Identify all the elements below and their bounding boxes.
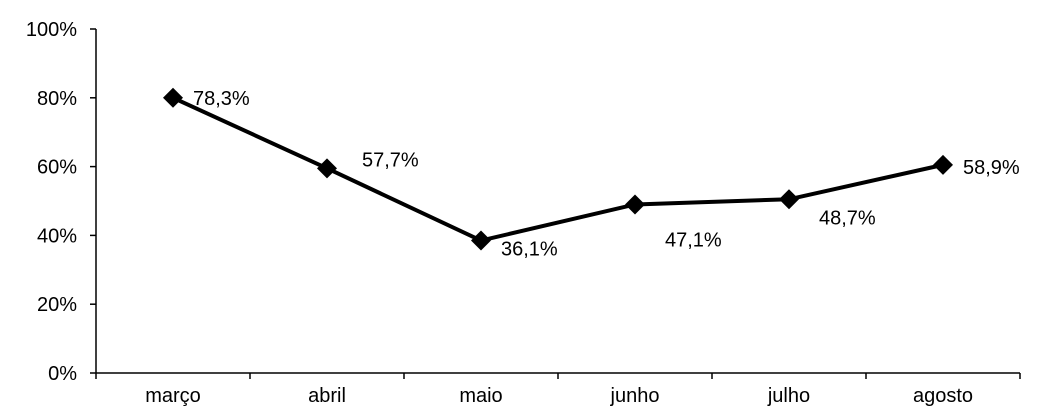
data-label: 48,7% <box>819 207 876 229</box>
data-label: 57,7% <box>362 149 419 171</box>
x-tick-label: julho <box>767 385 810 406</box>
data-point-marker <box>625 194 645 215</box>
x-tick-label: abril <box>308 385 346 406</box>
y-tick-label: 20% <box>37 294 77 316</box>
y-tick-label: 40% <box>37 225 77 247</box>
series-line-group <box>163 87 953 251</box>
y-tick-label: 60% <box>37 157 77 179</box>
series-line <box>172 95 944 243</box>
data-point-marker <box>779 189 799 210</box>
data-point-marker <box>163 87 183 108</box>
x-tick-label: agosto <box>913 385 973 406</box>
x-tick-label: junho <box>610 385 660 406</box>
data-label: 47,1% <box>665 229 722 251</box>
y-axis: 0% 20% 40% 60% 80% 100% <box>26 19 97 385</box>
data-point-marker <box>317 158 337 179</box>
y-tick-label: 80% <box>37 88 77 110</box>
x-axis: março abril maio junho julho agosto <box>95 372 1021 406</box>
y-tick-label: 100% <box>26 19 77 41</box>
data-point-marker <box>933 154 953 175</box>
data-label: 58,9% <box>963 157 1020 179</box>
x-tick-label: maio <box>459 385 502 406</box>
y-tick-label: 0% <box>48 363 77 385</box>
data-label: 36,1% <box>501 239 558 261</box>
x-tick-label: março <box>145 385 201 406</box>
data-label: 78,3% <box>193 88 250 110</box>
data-point-marker <box>471 230 491 251</box>
data-labels-group: 78,3% 57,7% 36,1% 47,1% 48,7% 58,9% <box>193 88 1020 261</box>
